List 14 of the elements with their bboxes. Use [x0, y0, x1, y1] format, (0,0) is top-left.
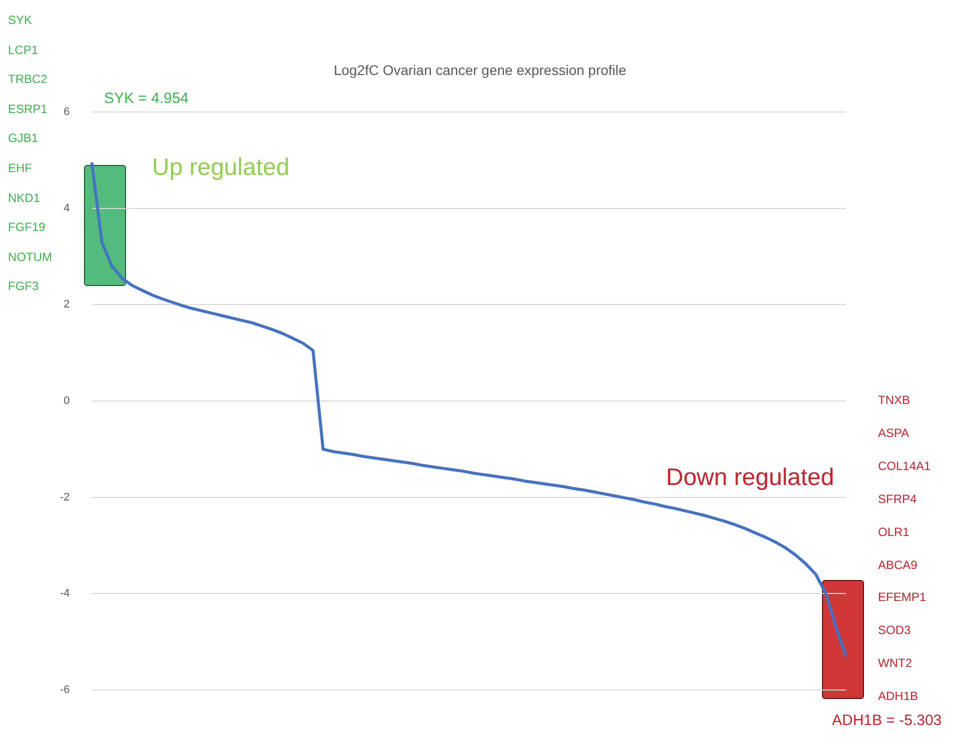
text: TNXB ASPA COL14A1 SFRP4 OLR1 ABCA9 EFEMP1 SOD3 WNT2 ADH1B — [878, 393, 931, 704]
y-tick-label: -2 — [60, 491, 70, 504]
chart-title: Log2fC Ovarian cancer gene expression profile — [334, 62, 626, 78]
y-tick-label: -4 — [60, 588, 70, 600]
y-tick-label: 4 — [64, 202, 70, 214]
y-tick-label: -6 — [60, 684, 70, 696]
annotation: Down regulated — [666, 464, 834, 492]
annotation: Up regulated — [152, 154, 290, 182]
text: SYK LCP1 TRBC2 ESRP1 GJB1 EHF NKD1 FGF19 NOTUM FGF3 — [8, 13, 52, 294]
y-tick-label: 2 — [64, 298, 70, 311]
y-tick-label: 6 — [64, 106, 70, 118]
text: ADH1B = -5.303 — [832, 712, 942, 729]
y-tick-label: 0 — [64, 395, 70, 408]
text: SYK = 4.954 — [104, 90, 189, 107]
